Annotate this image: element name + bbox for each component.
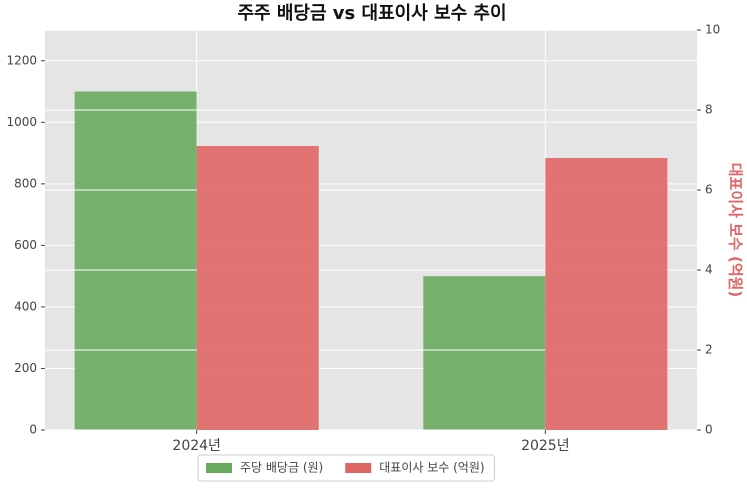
y-tick-label: 1200	[6, 53, 37, 67]
y2-tick-label: 10	[705, 23, 720, 37]
bar	[74, 91, 197, 431]
bar	[196, 146, 319, 430]
y2-tick-label: 4	[705, 263, 713, 277]
y-tick-label: 800	[14, 176, 37, 190]
y2-axis-label: 대표이사 보수 (억원)	[727, 163, 745, 298]
legend-label: 대표이사 보수 (억원)	[379, 461, 484, 475]
y2-tick-label: 0	[705, 423, 713, 437]
x-tick-label: 2024년	[172, 438, 221, 454]
chart-title: 주주 배당금 vs 대표이사 보수 추이	[237, 3, 506, 24]
x-tick-label: 2025년	[521, 438, 570, 454]
legend: 주당 배당금 (원) 대표이사 보수 (억원)	[197, 454, 496, 482]
bar	[423, 276, 546, 430]
y2-tick-label: 2	[705, 343, 713, 357]
y-tick-label: 1000	[6, 115, 37, 129]
legend-swatch	[206, 463, 232, 473]
y2-tick-label: 6	[705, 183, 713, 197]
legend-label: 주당 배당금 (원)	[240, 461, 323, 475]
bar	[545, 158, 668, 430]
y-tick-label: 600	[14, 238, 37, 252]
y-tick-label: 400	[14, 299, 37, 313]
y2-tick-label: 8	[705, 103, 713, 117]
legend-swatch	[345, 463, 372, 473]
y-tick-label: 200	[14, 361, 37, 375]
y-tick-label: 0	[29, 423, 37, 437]
